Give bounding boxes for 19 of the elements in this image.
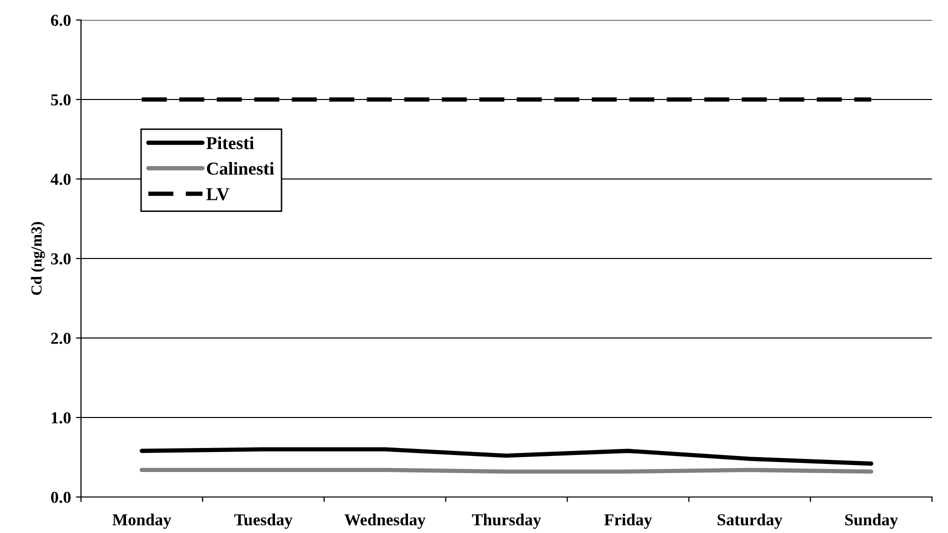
y-tick-label: 2.0 — [51, 332, 71, 344]
legend-label: LV — [206, 188, 230, 200]
x-tick-label: Monday — [112, 514, 172, 529]
y-tick-label: 3.0 — [51, 253, 71, 265]
y-tick-label: 1.0 — [52, 412, 71, 424]
x-tick-label: Friday — [604, 514, 652, 529]
y-tick-label: 0.0 — [51, 492, 71, 504]
y-tick-label: 6.0 — [51, 14, 71, 26]
x-tick-label: Thursday — [472, 514, 542, 529]
x-tick-label: Wednesday — [344, 514, 426, 529]
legend-label: Pitesti — [206, 136, 254, 150]
x-tick-label: Sunday — [845, 514, 898, 529]
x-tick-label: Saturday — [718, 514, 782, 529]
y-axis-title: Cd (ng/m3) — [30, 222, 45, 295]
y-tick-label: 5.0 — [51, 94, 71, 106]
legend-label: Calinesti — [206, 162, 274, 175]
line-series — [140, 447, 874, 466]
y-tick-label: 4.0 — [50, 174, 71, 186]
x-tick-label: Tuesday — [234, 514, 293, 529]
